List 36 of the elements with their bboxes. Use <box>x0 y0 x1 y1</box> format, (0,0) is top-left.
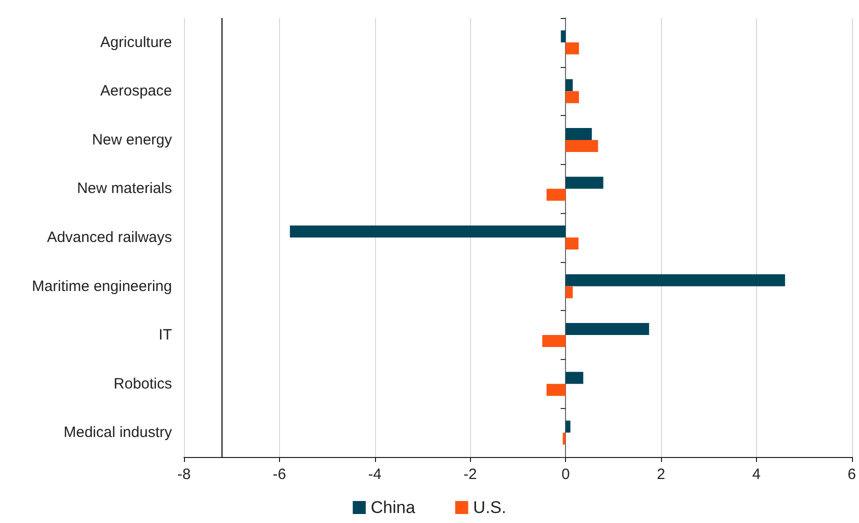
bar <box>566 286 573 298</box>
x-tick-label: -8 <box>177 466 191 483</box>
legend-label: China <box>370 498 416 517</box>
bar <box>566 140 598 152</box>
bar <box>542 335 566 348</box>
bar <box>546 384 566 396</box>
x-tick-label: -2 <box>464 466 477 483</box>
y-tick-label: New energy <box>92 131 172 148</box>
y-tick-label: New materials <box>76 180 172 198</box>
y-tick-label: Agriculture <box>100 34 172 51</box>
bar <box>566 176 604 189</box>
x-tick-label: 0 <box>561 466 570 483</box>
y-tick-label: Advanced railways <box>46 229 172 246</box>
bar <box>566 91 579 104</box>
bar <box>566 420 570 433</box>
bar <box>566 323 650 336</box>
bar <box>560 30 566 42</box>
x-tick-label: -4 <box>368 466 382 483</box>
bar <box>566 372 584 384</box>
y-tick-label: IT <box>158 326 172 344</box>
legend-label: U.S. <box>473 498 506 517</box>
y-tick-label: Robotics <box>114 375 172 392</box>
bar <box>566 274 786 286</box>
bar <box>566 79 573 92</box>
x-tick-label: -6 <box>272 466 286 483</box>
x-tick-label: 4 <box>752 466 761 483</box>
y-tick-label: Medical industry <box>64 424 172 442</box>
bar <box>290 226 566 238</box>
bar <box>546 188 566 201</box>
y-tick-label: Maritime engineering <box>32 278 172 295</box>
x-tick-label: 2 <box>656 466 666 483</box>
y-tick-label: Aerospace <box>100 82 172 100</box>
x-tick-label: 6 <box>848 466 856 483</box>
bar <box>566 238 578 250</box>
bar <box>566 128 592 140</box>
bar <box>566 42 579 54</box>
